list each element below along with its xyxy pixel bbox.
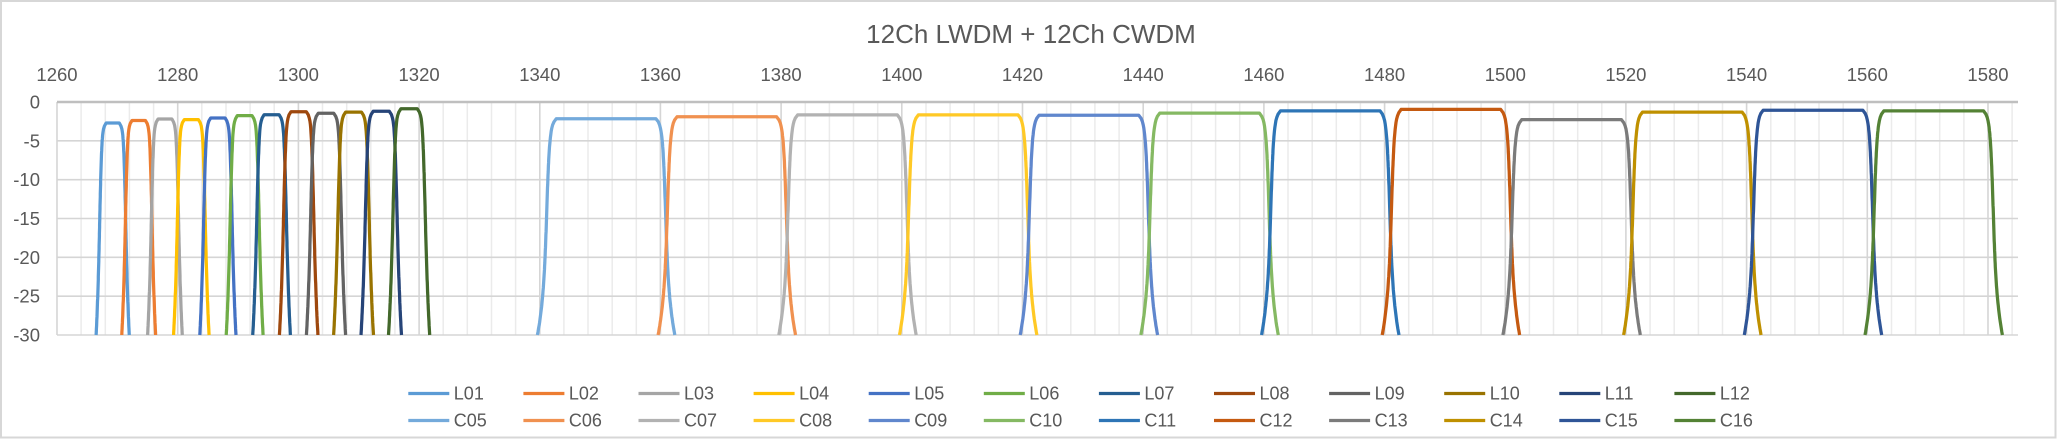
svg-text:1260: 1260 xyxy=(36,64,77,85)
svg-text:L11: L11 xyxy=(1605,384,1634,404)
svg-text:1300: 1300 xyxy=(278,64,319,85)
svg-text:1360: 1360 xyxy=(640,64,681,85)
svg-text:1500: 1500 xyxy=(1485,64,1526,85)
svg-text:1440: 1440 xyxy=(1123,64,1164,85)
svg-text:1280: 1280 xyxy=(157,64,198,85)
svg-text:1460: 1460 xyxy=(1243,64,1284,85)
svg-text:L12: L12 xyxy=(1720,384,1750,404)
svg-text:1520: 1520 xyxy=(1605,64,1646,85)
svg-text:1380: 1380 xyxy=(761,64,802,85)
svg-text:1420: 1420 xyxy=(1002,64,1043,85)
svg-text:1580: 1580 xyxy=(1967,64,2008,85)
svg-text:-25: -25 xyxy=(13,286,40,307)
svg-text:C11: C11 xyxy=(1144,411,1176,431)
svg-text:0: 0 xyxy=(30,92,40,113)
svg-text:L05: L05 xyxy=(914,384,944,404)
svg-text:12Ch LWDM + 12Ch CWDM: 12Ch LWDM + 12Ch CWDM xyxy=(866,19,1196,49)
svg-text:C13: C13 xyxy=(1375,411,1408,431)
svg-text:C12: C12 xyxy=(1260,411,1293,431)
svg-text:L07: L07 xyxy=(1144,384,1174,404)
svg-text:L10: L10 xyxy=(1490,384,1520,404)
svg-text:-15: -15 xyxy=(13,208,40,229)
svg-text:1400: 1400 xyxy=(881,64,922,85)
svg-text:1480: 1480 xyxy=(1364,64,1405,85)
svg-text:C09: C09 xyxy=(914,411,947,431)
svg-text:C16: C16 xyxy=(1720,411,1753,431)
svg-text:C05: C05 xyxy=(454,411,487,431)
svg-text:C10: C10 xyxy=(1029,411,1062,431)
svg-text:-20: -20 xyxy=(13,247,40,268)
svg-text:L09: L09 xyxy=(1375,384,1405,404)
svg-text:C06: C06 xyxy=(569,411,602,431)
svg-text:L01: L01 xyxy=(454,384,484,404)
svg-text:L02: L02 xyxy=(569,384,599,404)
svg-text:-30: -30 xyxy=(13,325,40,346)
svg-text:C07: C07 xyxy=(684,411,717,431)
svg-text:1560: 1560 xyxy=(1847,64,1888,85)
svg-text:1320: 1320 xyxy=(399,64,440,85)
svg-text:L06: L06 xyxy=(1029,384,1059,404)
svg-text:1340: 1340 xyxy=(519,64,560,85)
svg-text:L04: L04 xyxy=(799,384,829,404)
svg-text:C14: C14 xyxy=(1490,411,1523,431)
svg-text:C08: C08 xyxy=(799,411,832,431)
svg-text:-5: -5 xyxy=(24,130,40,151)
svg-text:L03: L03 xyxy=(684,384,714,404)
svg-text:L08: L08 xyxy=(1260,384,1290,404)
svg-text:C15: C15 xyxy=(1605,411,1638,431)
svg-text:-10: -10 xyxy=(13,169,40,190)
svg-text:1540: 1540 xyxy=(1726,64,1767,85)
